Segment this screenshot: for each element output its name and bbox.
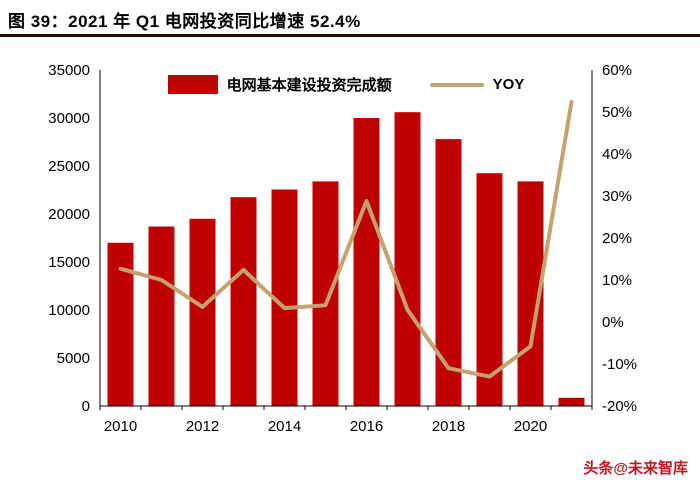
- legend-bar-label: 电网基本建设投资完成额: [226, 77, 392, 94]
- left-axis-tick-25000: 25000: [48, 158, 90, 175]
- x-axis-tick-2016: 2016: [350, 418, 383, 435]
- x-axis-tick-2014: 2014: [268, 418, 301, 435]
- title-underline: [0, 34, 700, 37]
- left-axis-tick-5000: 5000: [57, 350, 90, 367]
- bar-2018: [435, 139, 462, 406]
- left-axis-tick-35000: 35000: [48, 62, 90, 79]
- legend-line-label: YOY: [492, 76, 525, 93]
- bar-2016: [353, 118, 380, 406]
- chart-legend: 电网基本建设投资完成额 YOY: [100, 74, 592, 95]
- right-axis-tick-50: 50%: [602, 104, 632, 121]
- left-axis-tick-0: 0: [82, 398, 90, 415]
- x-axis-tick-2010: 2010: [104, 418, 137, 435]
- yoy-line: [118, 99, 574, 379]
- legend-line-swatch: [429, 82, 484, 87]
- right-axis-tick-30: 30%: [602, 188, 632, 205]
- bar-2012: [189, 218, 216, 406]
- right-axis-tick-60: 60%: [602, 62, 632, 79]
- x-axis-tick-2012: 2012: [186, 418, 219, 435]
- legend-item-bar: 电网基本建设投资完成额: [167, 74, 392, 95]
- bar-2019: [476, 173, 503, 406]
- left-axis-tick-10000: 10000: [48, 302, 90, 319]
- bar-2013: [230, 197, 257, 406]
- bar-2017: [394, 112, 421, 406]
- bar-2011: [148, 226, 175, 406]
- figure-title: 图 39：2021 年 Q1 电网投资同比增速 52.4%: [8, 12, 361, 31]
- x-axis-tick-2018: 2018: [432, 418, 465, 435]
- watermark: 头条@未来智库: [583, 460, 688, 477]
- right-axis-tick--10: -10%: [602, 356, 637, 373]
- left-axis-tick-15000: 15000: [48, 254, 90, 271]
- right-axis-tick--20: -20%: [602, 398, 637, 415]
- right-axis-tick-0: 0%: [602, 314, 624, 331]
- x-axis-tick-2020: 2020: [514, 418, 547, 435]
- bar-2015: [312, 181, 339, 406]
- bar-2021: [558, 397, 585, 406]
- grid-investment-yoy-chart: 0 5000 10000 15000 20000 25000 30000 35000 -20% -…: [48, 62, 637, 435]
- left-axis-tick-30000: 30000: [48, 110, 90, 127]
- right-axis-tick-10: 10%: [602, 272, 632, 289]
- legend-bar-swatch: [167, 75, 218, 94]
- right-axis-tick-20: 20%: [602, 230, 632, 247]
- left-axis-tick-20000: 20000: [48, 206, 90, 223]
- legend-item-line: YOY: [429, 76, 525, 93]
- right-axis-tick-40: 40%: [602, 146, 632, 163]
